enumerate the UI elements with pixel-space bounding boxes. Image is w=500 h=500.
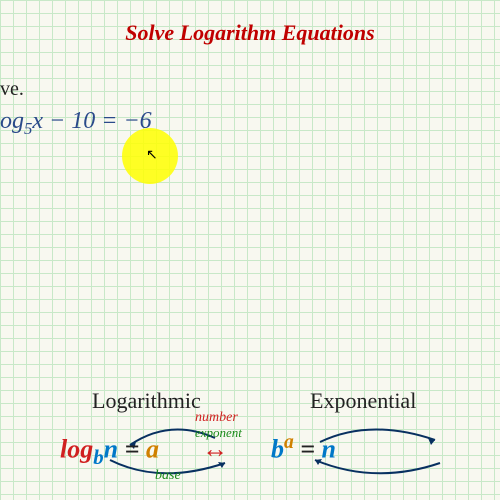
eq-prefix: og	[0, 108, 24, 134]
hand-base: base	[155, 468, 181, 484]
conv-b1: b	[93, 446, 103, 469]
conv-eq1: =	[118, 435, 146, 464]
conv-n1: n	[104, 435, 118, 464]
conv-b2: b	[271, 435, 284, 464]
main-equation: og5x − 10 = −6	[0, 108, 152, 139]
conv-a2: a	[284, 432, 294, 453]
cursor-icon: ↖	[146, 146, 158, 163]
eq-arg: x	[32, 108, 43, 134]
conv-eq2: =	[294, 435, 322, 464]
hand-exponent: exponent	[195, 425, 242, 441]
conv-n2: n	[322, 435, 336, 464]
eq-rest: − 10 = −6	[43, 108, 152, 134]
prompt-partial: ve.	[0, 78, 24, 101]
label-logarithmic: Logarithmic	[92, 388, 201, 414]
page-title: Solve Logarithm Equations	[0, 20, 500, 46]
conv-log: log	[60, 435, 93, 464]
label-exponential: Exponential	[310, 388, 416, 414]
hand-number: number	[195, 410, 238, 426]
conv-a1: a	[146, 435, 159, 464]
